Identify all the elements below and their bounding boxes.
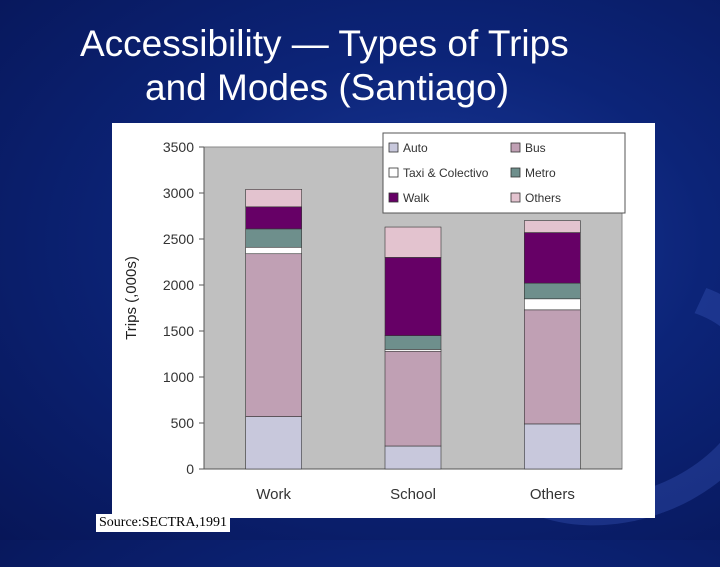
bar-auto-others <box>524 423 581 470</box>
x-tick-label: Others <box>530 486 575 503</box>
y-tick-label: 1000 <box>163 369 194 385</box>
bar-others-work <box>245 189 302 208</box>
bar-metro-work <box>245 228 302 248</box>
legend-label: Bus <box>525 141 546 155</box>
legend-label: Walk <box>403 191 430 205</box>
legend-swatch <box>510 167 521 178</box>
bar-taxi-colectivo-others <box>524 298 581 311</box>
chart-panel: 0 500 1000 1500 2000 2500 3000 3500 Trips (,000s… <box>112 123 655 518</box>
y-tick-label: 500 <box>171 415 195 431</box>
y-tick-label: 1500 <box>163 323 194 339</box>
legend-swatch <box>388 167 399 178</box>
bar-metro-school <box>384 335 442 350</box>
y-tick-label: 2000 <box>163 277 194 293</box>
y-tick-label: 3500 <box>163 139 194 155</box>
legend-swatch <box>510 142 521 153</box>
bar-auto-school <box>384 445 442 470</box>
y-tick-label: 0 <box>186 461 194 477</box>
legend-box <box>382 132 626 214</box>
y-tick-label: 2500 <box>163 231 194 247</box>
bar-walk-others <box>524 232 581 284</box>
legend-swatch <box>510 192 521 203</box>
y-axis-title: Trips (,000s) <box>123 256 140 340</box>
legend-label: Others <box>525 191 561 205</box>
bar-walk-work <box>245 206 302 230</box>
legend-swatch <box>388 142 399 153</box>
bar-metro-others <box>524 282 581 300</box>
legend-label: Taxi & Colectivo <box>403 166 489 180</box>
y-tick-label: 3000 <box>163 185 194 201</box>
legend-label: Metro <box>525 166 556 180</box>
x-tick-label: Work <box>256 486 291 503</box>
legend-swatch <box>388 192 399 203</box>
legend-label: Auto <box>403 141 428 155</box>
bar-bus-school <box>384 350 442 447</box>
bar-taxi-colectivo-work <box>245 246 302 255</box>
x-tick-label: School <box>390 486 436 503</box>
source-note: Source:SECTRA,1991 <box>96 514 230 532</box>
bar-others-school <box>384 226 442 258</box>
title-line-2: and Modes (Santiago) <box>145 67 510 108</box>
bar-bus-work <box>245 253 302 417</box>
bar-bus-others <box>524 309 581 425</box>
title-line-1: Accessibility — Types of Trips <box>80 23 569 64</box>
bar-walk-school <box>384 257 442 336</box>
stacked-bar-chart: 0 500 1000 1500 2000 2500 3000 3500 Trips (,000s… <box>123 132 626 503</box>
bar-auto-work <box>245 416 302 470</box>
bar-others-others <box>524 220 581 233</box>
slide-title: Accessibility — Types of Trips and Modes… <box>0 22 720 110</box>
